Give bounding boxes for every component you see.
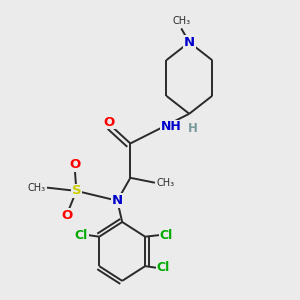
Text: O: O	[69, 158, 80, 171]
Text: Cl: Cl	[160, 229, 173, 242]
Text: NH: NH	[161, 121, 182, 134]
Text: Cl: Cl	[157, 261, 170, 274]
Text: Cl: Cl	[75, 229, 88, 242]
Text: N: N	[112, 194, 123, 207]
Text: O: O	[103, 116, 115, 129]
Text: O: O	[61, 208, 72, 222]
Text: H: H	[188, 122, 197, 135]
Text: S: S	[72, 184, 81, 197]
Text: CH₃: CH₃	[172, 16, 190, 26]
Text: CH₃: CH₃	[27, 183, 45, 193]
Text: CH₃: CH₃	[157, 178, 175, 188]
Text: N: N	[184, 36, 195, 49]
